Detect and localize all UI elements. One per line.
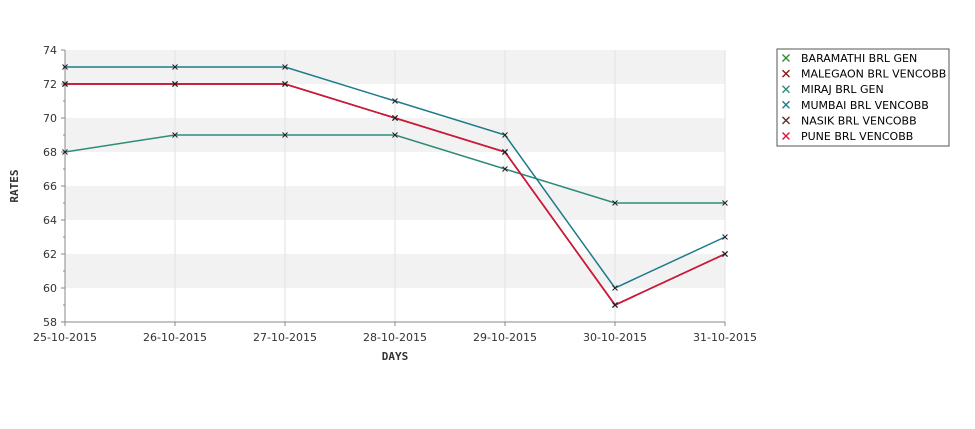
y-tick-label: 62 xyxy=(43,248,57,261)
legend-label: MALEGAON BRL VENCOBB xyxy=(801,68,946,81)
legend-label: MUMBAI BRL VENCOBB xyxy=(801,99,929,112)
y-tick-label: 66 xyxy=(43,180,57,193)
data-point-marker xyxy=(282,64,288,70)
legend: BARAMATHI BRL GEN MALEGAON BRL VENCOBB MIR… xyxy=(776,48,950,147)
y-axis-title: RATES xyxy=(8,169,21,202)
data-point-marker xyxy=(172,64,178,70)
grid-lines xyxy=(174,50,726,322)
data-point-marker xyxy=(62,81,68,87)
data-point-marker xyxy=(392,132,398,138)
y-tick-label: 72 xyxy=(43,78,57,91)
data-point-marker xyxy=(392,115,398,121)
legend-items: BARAMATHI BRL GEN MALEGAON BRL VENCOBB MIR… xyxy=(782,52,946,143)
legend-marker-icon xyxy=(782,85,790,94)
x-axis-ticks: 25-10-2015 26-10-2015 27-10-2015 28-10-2015… xyxy=(33,322,757,344)
y-axis-ticks: 58 60 62 64 66 68 70 72 74 xyxy=(43,44,65,329)
data-point-marker xyxy=(282,132,288,138)
x-tick-label: 29-10-2015 xyxy=(473,331,537,344)
data-point-marker xyxy=(612,302,618,308)
data-point-marker xyxy=(722,200,728,206)
legend-marker-icon xyxy=(782,116,790,125)
data-point-marker xyxy=(722,234,728,240)
x-tick-label: 30-10-2015 xyxy=(583,331,647,344)
y-tick-label: 68 xyxy=(43,146,57,159)
legend-label: PUNE BRL VENCOBB xyxy=(801,130,913,143)
data-point-marker xyxy=(392,98,398,104)
data-point-marker xyxy=(502,166,508,172)
series-markers xyxy=(62,64,728,308)
y-tick-label: 64 xyxy=(43,214,57,227)
legend-label: MIRAJ BRL GEN xyxy=(801,83,884,96)
data-point-marker xyxy=(62,149,68,155)
x-axis-title: DAYS xyxy=(382,350,409,363)
data-point-marker xyxy=(612,200,618,206)
data-point-marker xyxy=(172,132,178,138)
legend-marker-icon xyxy=(782,54,790,62)
data-point-marker xyxy=(722,251,728,257)
legend-marker-icon xyxy=(782,100,790,109)
x-tick-label: 26-10-2015 xyxy=(143,331,207,344)
legend-label: NASIK BRL VENCOBB xyxy=(801,114,917,127)
legend-label: BARAMATHI BRL GEN xyxy=(801,52,917,65)
data-point-marker xyxy=(502,132,508,138)
data-point-marker xyxy=(502,149,508,155)
x-tick-label: 28-10-2015 xyxy=(363,331,427,344)
x-tick-label: 31-10-2015 xyxy=(693,331,757,344)
legend-marker-icon xyxy=(782,69,790,78)
y-tick-label: 74 xyxy=(43,44,57,57)
legend-box xyxy=(776,48,950,147)
y-tick-label: 70 xyxy=(43,112,57,125)
x-tick-label: 27-10-2015 xyxy=(253,331,317,344)
data-point-marker xyxy=(282,81,288,87)
y-tick-label: 58 xyxy=(43,316,57,329)
data-point-marker xyxy=(62,64,68,70)
y-tick-label: 60 xyxy=(43,282,57,295)
legend-marker-icon xyxy=(782,132,790,140)
x-tick-label: 25-10-2015 xyxy=(33,331,97,344)
data-point-marker xyxy=(172,81,178,87)
data-point-marker xyxy=(612,285,618,291)
